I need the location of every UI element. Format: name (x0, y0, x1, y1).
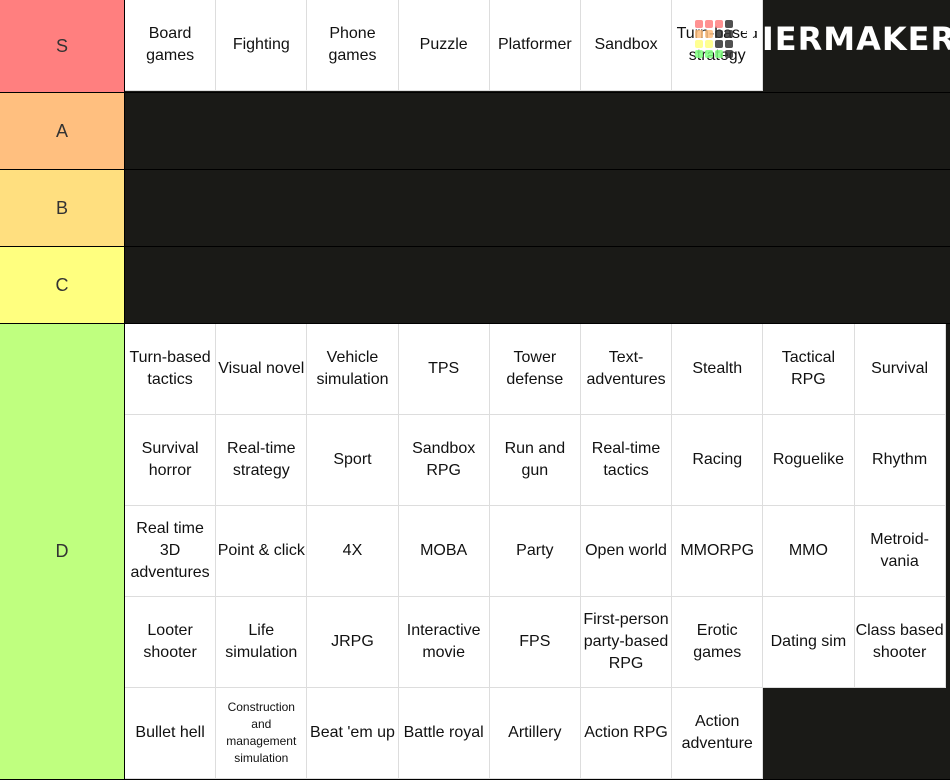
tier-item[interactable]: 4X (307, 506, 399, 597)
tier-item[interactable]: Racing (672, 415, 764, 506)
tier-item[interactable]: Open world (580, 506, 673, 597)
tier-item[interactable]: Erotic games (672, 597, 764, 688)
tier-item[interactable]: Survival (854, 324, 946, 415)
tier-item[interactable]: Beat 'em up (307, 688, 399, 779)
tier-item[interactable]: Sport (307, 415, 399, 506)
tier-item[interactable]: Looter shooter (125, 597, 217, 688)
tier-label: S (0, 0, 125, 92)
tier-items (125, 247, 950, 323)
tier-item[interactable]: Turn-based tactics (125, 324, 217, 415)
tier-item[interactable]: Sandbox RPG (398, 415, 490, 506)
tier-item[interactable]: Life simulation (216, 597, 308, 688)
tier-item[interactable]: Real-time strategy (216, 415, 308, 506)
tier-row: A (0, 93, 950, 170)
tier-row: S Board games Fighting Phone games Puzzle Pla… (0, 0, 950, 93)
tier-item[interactable]: Fighting (216, 0, 308, 91)
tier-item[interactable]: Artillery (489, 688, 581, 779)
tier-item[interactable]: Puzzle (398, 0, 490, 91)
tier-item[interactable]: Metroid-vania (854, 506, 946, 597)
tier-item[interactable]: Construction and management simulation (216, 688, 308, 779)
tier-item[interactable]: JRPG (307, 597, 399, 688)
tier-item[interactable]: Action RPG (580, 688, 673, 779)
tier-item[interactable]: TPS (398, 324, 490, 415)
tier-row: B (0, 170, 950, 247)
tier-item[interactable]: FPS (489, 597, 581, 688)
tier-item[interactable]: Class based shooter (854, 597, 946, 688)
tier-item[interactable]: Text-adventures (580, 324, 673, 415)
tier-item[interactable]: Interactive movie (398, 597, 490, 688)
tier-item[interactable]: Real-time tactics (580, 415, 673, 506)
tier-item[interactable]: MOBA (398, 506, 490, 597)
tier-label: C (0, 247, 125, 323)
tier-item[interactable]: Battle royal (398, 688, 490, 779)
tier-row: C (0, 247, 950, 324)
tier-item[interactable]: MMORPG (672, 506, 764, 597)
tier-item[interactable]: Bullet hell (125, 688, 217, 779)
tier-item[interactable]: Stealth (672, 324, 764, 415)
tier-item[interactable]: Run and gun (489, 415, 581, 506)
tier-item[interactable]: Point & click (216, 506, 308, 597)
tier-items (125, 170, 950, 246)
tier-label: B (0, 170, 125, 246)
tier-item[interactable]: Sandbox (580, 0, 673, 91)
tier-item[interactable]: Real time 3D adventures (125, 506, 217, 597)
tier-item[interactable]: Tower defense (489, 324, 581, 415)
tier-item[interactable]: MMO (763, 506, 855, 597)
tier-items: Board games Fighting Phone games Puzzle Plat… (125, 0, 950, 92)
tier-item[interactable]: Roguelike (763, 415, 855, 506)
tier-item[interactable]: Phone games (307, 0, 399, 91)
tier-item[interactable]: Dating sim (763, 597, 855, 688)
tier-item[interactable]: Board games (125, 0, 217, 91)
tier-item[interactable]: Action adventure (672, 688, 764, 779)
tier-label: A (0, 93, 125, 169)
tier-items (125, 93, 950, 169)
tier-item[interactable]: First-person party-based RPG (580, 597, 673, 688)
tier-item[interactable]: Vehicle simulation (307, 324, 399, 415)
tier-row: D Turn-based tactics Visual novel Vehicle s… (0, 324, 950, 780)
tier-item[interactable]: Platformer (489, 0, 581, 91)
tier-item[interactable]: Rhythm (854, 415, 946, 506)
tier-item[interactable]: Party (489, 506, 581, 597)
tier-label: D (0, 324, 125, 779)
tier-items: Turn-based tactics Visual novel Vehicle si… (125, 324, 950, 779)
tier-item[interactable]: Turn-based strategy (672, 0, 764, 91)
tier-item[interactable]: Tactical RPG (763, 324, 855, 415)
tier-item[interactable]: Visual novel (216, 324, 308, 415)
tier-item[interactable]: Survival horror (125, 415, 217, 506)
